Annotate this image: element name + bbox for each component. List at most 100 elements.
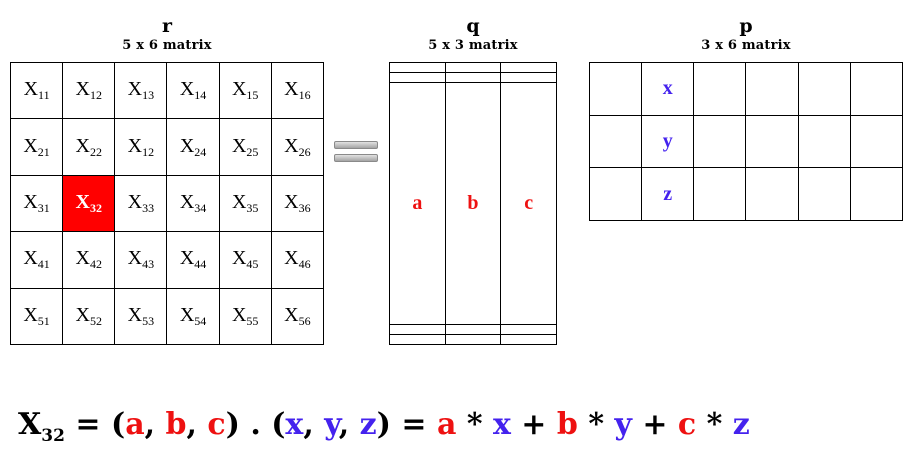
matrix-p-cell xyxy=(588,62,643,116)
matrix-r-cell: X56 xyxy=(270,287,325,346)
matrix-p-cell: y xyxy=(641,114,695,169)
matrix-q-cell xyxy=(500,72,557,84)
matrix-r-cell: X52 xyxy=(62,287,116,346)
matrix-p-row: x xyxy=(588,62,904,116)
matrix-r-cell: X54 xyxy=(166,287,220,346)
matrix-q-cell xyxy=(389,72,446,84)
matrix-q-cell xyxy=(389,333,446,346)
matrix-r-cell: X14 xyxy=(166,61,220,120)
matrix-p-cell xyxy=(797,114,851,169)
matrix-p-cell xyxy=(588,114,643,169)
matrix-p-cell xyxy=(745,62,799,116)
matrix-r-label: r 5 x 6 matrix xyxy=(10,15,324,53)
matrix-q-row xyxy=(389,333,557,346)
matrix-p-cell xyxy=(745,114,799,169)
matrix-r-cell: X44 xyxy=(166,231,220,289)
formula-z: z xyxy=(359,407,377,442)
matrix-q-cell xyxy=(444,333,502,346)
matrix-r-row: X31 X32 X33 X34 X35 X36 xyxy=(9,174,325,233)
formula-a: a xyxy=(125,407,145,442)
matrix-p-row: y xyxy=(588,114,904,169)
formula-c-term: c xyxy=(677,407,697,442)
formula-b-term: b xyxy=(556,407,578,442)
matrix-p-cell xyxy=(797,62,851,116)
matrix-q-cell xyxy=(500,323,557,335)
matrix-p-row: z xyxy=(588,167,904,221)
matrix-r-cell: X31 xyxy=(9,174,64,233)
matrix-q-cell: b xyxy=(444,82,502,325)
matrix-q-cell xyxy=(444,72,502,84)
matrix-p-name: p xyxy=(739,15,753,37)
matrix-q-cell xyxy=(389,323,446,335)
matrix-r-cell: X45 xyxy=(218,231,272,289)
matrix-r-cell: X21 xyxy=(9,118,64,176)
matrix-r-cell: X41 xyxy=(9,231,64,289)
matrix-p-cell xyxy=(797,167,851,221)
matrix-r-grid: X11 X12 X13 X14 X15 X16 X21 X22 X12 X24 X25 X26 X31 X… xyxy=(9,61,325,346)
matrix-r-cell: X46 xyxy=(270,231,325,289)
matrix-p-cell xyxy=(693,114,747,169)
matrix-p-cell xyxy=(693,62,747,116)
formula-y: y xyxy=(324,407,339,442)
matrix-p-cell xyxy=(693,167,747,221)
matrix-r-cell: X11 xyxy=(9,61,64,120)
matrix-r-cell: X12 xyxy=(114,118,168,176)
formula-b: b xyxy=(165,407,187,442)
matrix-r-cell: X53 xyxy=(114,287,168,346)
matrix-p-cell xyxy=(588,167,643,221)
matrix-r-cell-highlighted: X32 xyxy=(62,174,116,233)
matrix-q-cell xyxy=(444,61,502,74)
matrix-p-dims: 3 x 6 matrix xyxy=(701,38,791,53)
formula-x-term: x xyxy=(492,407,511,442)
matrix-r-cell: X42 xyxy=(62,231,116,289)
matrix-r-name: r xyxy=(161,15,172,37)
matrix-r-cell: X43 xyxy=(114,231,168,289)
matrix-q-row xyxy=(389,61,557,74)
matrix-r-cell: X35 xyxy=(218,174,272,233)
matrix-r-dims: 5 x 6 matrix xyxy=(122,38,212,53)
matrix-p-cell: x xyxy=(641,62,695,116)
matrix-r-row: X21 X22 X12 X24 X25 X26 xyxy=(9,118,325,176)
matrix-r-cell: X26 xyxy=(270,118,325,176)
matrix-q-cell: a xyxy=(389,82,446,325)
matrix-r-cell: X55 xyxy=(218,287,272,346)
matrix-r-cell: X36 xyxy=(270,174,325,233)
matrix-r-cell: X34 xyxy=(166,174,220,233)
matrix-p-cell xyxy=(849,114,904,169)
matrix-r-cell: X22 xyxy=(62,118,116,176)
formula-lhs: X32 xyxy=(18,407,65,446)
matrix-p-label: p 3 x 6 matrix xyxy=(589,15,903,53)
matrix-q-cell xyxy=(500,61,557,74)
formula-x: x xyxy=(285,407,304,442)
matrix-r-cell: X51 xyxy=(9,287,64,346)
matrix-q-cell xyxy=(389,61,446,74)
matrix-p-cell xyxy=(849,62,904,116)
formula-a-term: a xyxy=(436,407,457,442)
matrix-r-row: X51 X52 X53 X54 X55 X56 xyxy=(9,287,325,346)
matrix-q-dims: 5 x 3 matrix xyxy=(428,38,518,53)
matrix-r-cell: X12 xyxy=(62,61,116,120)
dot-product-formula: X32 = (a, b, c) . (x, y, z) = a * x + b … xyxy=(18,407,750,446)
matrix-q-label: q 5 x 3 matrix xyxy=(389,15,557,53)
equals-sign-icon xyxy=(334,141,378,165)
matrix-p-cell: z xyxy=(641,167,695,221)
matrix-q-row xyxy=(389,323,557,335)
matrix-r-cell: X13 xyxy=(114,61,168,120)
matrix-r-cell: X16 xyxy=(270,61,325,120)
matrix-r-cell: X25 xyxy=(218,118,272,176)
matrix-r-cell: X24 xyxy=(166,118,220,176)
matrix-r-row: X11 X12 X13 X14 X15 X16 xyxy=(9,61,325,120)
matrix-p-cell xyxy=(849,167,904,221)
formula-y-term: y xyxy=(614,407,632,442)
matrix-q-name: q xyxy=(466,15,480,37)
matrix-q-cell: c xyxy=(500,82,557,325)
matrix-q-row xyxy=(389,72,557,84)
matrix-q-cell xyxy=(444,323,502,335)
matrix-r-cell: X15 xyxy=(218,61,272,120)
formula-z-term: z xyxy=(732,407,750,442)
matrix-q-cell xyxy=(500,333,557,346)
matrix-r-cell: X33 xyxy=(114,174,168,233)
